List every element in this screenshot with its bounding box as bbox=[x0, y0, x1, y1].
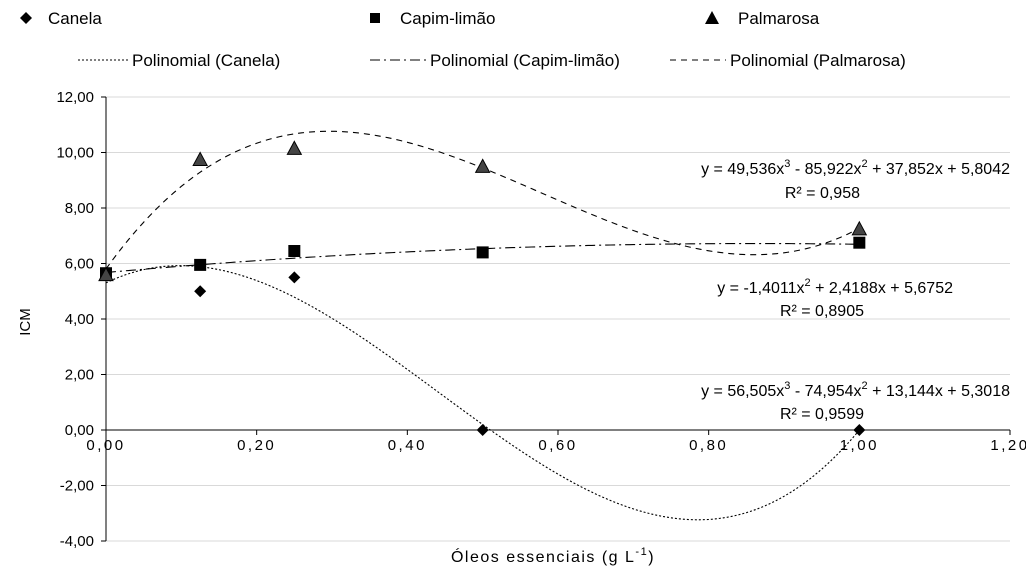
legend-item-trend-capim-limao: Polinomial (Capim-limão) bbox=[370, 51, 620, 70]
y-tick-label: 6,00 bbox=[65, 256, 94, 273]
legend-marker-palmarosa bbox=[705, 11, 719, 24]
data-point-canela bbox=[194, 285, 207, 298]
y-tick-label: 0,00 bbox=[65, 422, 94, 439]
x-tick-label: 0,80 bbox=[689, 437, 728, 454]
legend-label-trend-palmarosa: Polinomial (Palmarosa) bbox=[730, 51, 906, 70]
y-axis-title: ICM bbox=[17, 308, 34, 336]
y-tick-label: -4,00 bbox=[60, 533, 94, 550]
eq-sup: 2 bbox=[862, 380, 868, 392]
x-tick-label: 1,00 bbox=[840, 437, 879, 454]
equation-palmarosa-text: y = 49,536x3 - 85,922x2 + 37,852x + 5,80… bbox=[701, 158, 1010, 178]
r2-capim-limao: R² = 0,8905 bbox=[780, 303, 864, 320]
eq-part: - 85,922x bbox=[790, 161, 861, 178]
data-point-canela bbox=[288, 271, 301, 284]
eq-sup: 2 bbox=[862, 158, 868, 170]
data-point-palmarosa bbox=[474, 158, 491, 173]
eq-sup: 3 bbox=[784, 158, 790, 170]
data-point-canela bbox=[853, 424, 866, 436]
legend-item-trend-canela: Polinomial (Canela) bbox=[78, 51, 280, 70]
eq-part: - 74,954x bbox=[790, 383, 861, 400]
eq-part: y = -1,4011x bbox=[717, 280, 804, 297]
y-tick-labels: -4,00 -2,00 0,00 2,00 4,00 6,00 8,00 10,00 12,00 bbox=[56, 89, 94, 550]
legend-label-canela: Canela bbox=[48, 9, 102, 28]
legend-label-capim-limao: Capim-limão bbox=[400, 9, 495, 28]
equation-palmarosa: y = 49,536x3 - 85,922x2 + 37,852x + 5,80… bbox=[701, 158, 1010, 202]
data-point-palmarosa bbox=[851, 220, 868, 236]
data-point-capim-limao bbox=[288, 245, 301, 258]
legend-item-canela: Canela bbox=[20, 9, 102, 28]
data-point-palmarosa bbox=[192, 151, 209, 166]
x-axis-title-sup: -1 bbox=[635, 546, 648, 558]
trendline-0 bbox=[105, 265, 860, 521]
legend-marker-canela bbox=[20, 12, 32, 24]
x-tick-label: 0,60 bbox=[538, 437, 577, 454]
legend: Canela Capim-limão Palmarosa Polinomial … bbox=[20, 9, 906, 70]
trendline-1 bbox=[105, 242, 860, 274]
legend-marker-capim-limao bbox=[370, 13, 380, 23]
x-tick-label: 0,20 bbox=[237, 437, 276, 454]
data-point-capim-limao bbox=[853, 236, 866, 249]
y-tick-label: 8,00 bbox=[65, 200, 94, 217]
x-axis-title: Óleos essenciais (g L-1) bbox=[451, 546, 655, 566]
equation-canela-text: y = 56,505x3 - 74,954x2 + 13,144x + 5,30… bbox=[701, 380, 1010, 400]
y-tick-label: 2,00 bbox=[65, 367, 94, 384]
y-tick-label: -2,00 bbox=[60, 478, 94, 495]
eq-part: + 13,144x + 5,3018 bbox=[868, 383, 1010, 400]
data-point-palmarosa bbox=[98, 266, 114, 282]
eq-part: y = 49,536x bbox=[701, 161, 784, 178]
equation-capim-limao-text: y = -1,4011x2 + 2,4188x + 5,6752 bbox=[717, 277, 953, 297]
equation-capim-limao: y = -1,4011x2 + 2,4188x + 5,6752 R² = 0,… bbox=[717, 277, 953, 320]
r2-palmarosa: R² = 0,958 bbox=[785, 185, 860, 202]
eq-part: + 2,4188x + 5,6752 bbox=[811, 280, 953, 297]
x-tick-labels: 0,00 0,20 0,40 0,60 0,80 1,00 1,20 bbox=[86, 437, 1026, 454]
legend-label-trend-canela: Polinomial (Canela) bbox=[132, 51, 280, 70]
data-points bbox=[98, 140, 868, 436]
legend-label-palmarosa: Palmarosa bbox=[738, 9, 820, 28]
x-axis-title-main: Óleos essenciais (g L bbox=[451, 547, 635, 566]
eq-sup: 2 bbox=[805, 277, 811, 289]
gridlines bbox=[106, 96, 1010, 542]
data-point-capim-limao bbox=[476, 246, 489, 259]
eq-part: y = 56,505x bbox=[701, 383, 784, 400]
y-tick-label: 4,00 bbox=[65, 311, 94, 328]
legend-item-trend-palmarosa: Polinomial (Palmarosa) bbox=[670, 51, 906, 70]
x-tick-label: 0,40 bbox=[388, 437, 427, 454]
x-axis-title-close: ) bbox=[648, 549, 655, 566]
y-tick-label: 10,00 bbox=[56, 145, 94, 162]
data-point-capim-limao bbox=[194, 258, 207, 271]
x-tick-label: 0,00 bbox=[86, 437, 125, 454]
legend-item-palmarosa: Palmarosa bbox=[705, 9, 820, 28]
data-point-canela bbox=[476, 424, 489, 436]
equation-canela: y = 56,505x3 - 74,954x2 + 13,144x + 5,30… bbox=[701, 380, 1010, 423]
r2-canela: R² = 0,9599 bbox=[780, 406, 864, 423]
trendlines bbox=[105, 130, 860, 521]
eq-sup: 3 bbox=[784, 380, 790, 392]
legend-item-capim-limao: Capim-limão bbox=[370, 9, 495, 28]
eq-part: + 37,852x + 5,8042 bbox=[868, 161, 1010, 178]
legend-label-trend-capim-limao: Polinomial (Capim-limão) bbox=[430, 51, 620, 70]
data-point-palmarosa bbox=[286, 140, 303, 155]
x-tick-label: 1,20 bbox=[990, 437, 1026, 454]
y-tick-label: 12,00 bbox=[56, 89, 94, 106]
